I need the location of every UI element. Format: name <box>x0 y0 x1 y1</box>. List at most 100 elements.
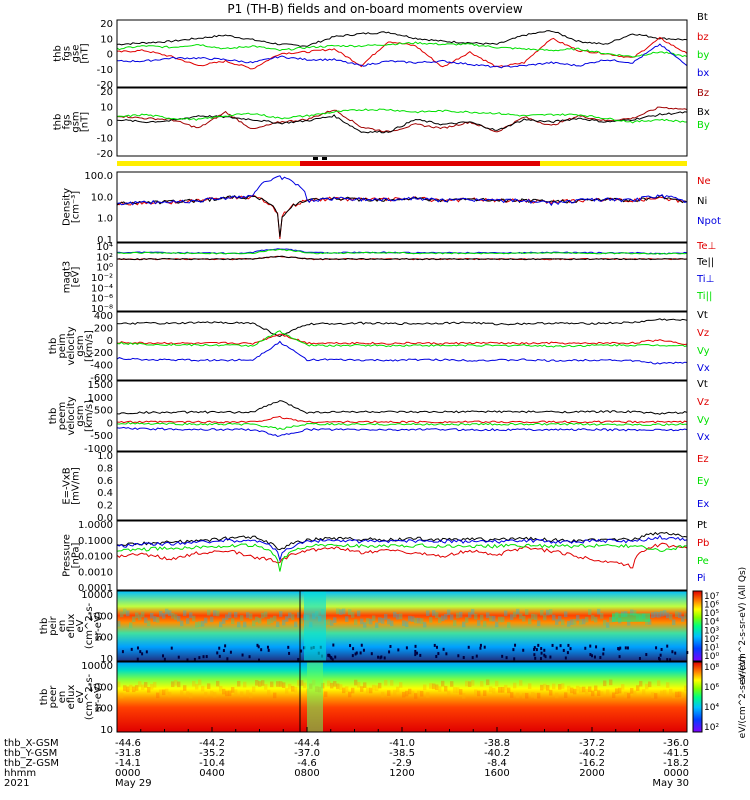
spectrogram-cell <box>465 617 469 623</box>
spectrogram-cell <box>156 692 160 699</box>
spectrogram-cell <box>396 613 400 620</box>
spectrogram-noise <box>359 651 362 655</box>
spectrogram-noise <box>445 652 448 656</box>
colorbar-tick: 10² <box>704 723 719 733</box>
xtick-label: 1200 <box>389 768 414 779</box>
spectrogram-cell <box>345 686 349 692</box>
spectrogram-cell <box>672 692 676 699</box>
spectrogram-cell <box>222 618 226 624</box>
ytick-label: 10 <box>100 103 113 114</box>
spectrogram-cell <box>612 692 616 699</box>
spectrogram-cell <box>456 687 460 693</box>
spectrogram-cell <box>651 612 655 618</box>
series-line-8-2 <box>116 543 688 572</box>
ylabel-9-0: thb <box>39 618 50 635</box>
ytick-label: 1000 <box>88 611 113 622</box>
xtick-label: 1600 <box>484 768 509 779</box>
spectrogram-cell <box>294 621 298 628</box>
ylabel-9-4: eV <box>75 619 86 632</box>
ylabel-10-6: sr-eV) <box>93 682 104 711</box>
spectrogram-cell <box>615 688 619 695</box>
spectrogram-cell <box>237 680 241 687</box>
spectrogram-noise <box>669 658 672 662</box>
spectrogram-cell <box>270 617 274 624</box>
ytick-label: -20 <box>97 80 113 91</box>
spectrogram-cell <box>144 617 148 624</box>
spectrogram-noise <box>163 657 166 661</box>
spectrogram-noise <box>566 651 569 655</box>
spectrogram-noise <box>218 646 221 650</box>
spectrogram-cell <box>204 617 208 624</box>
ytick-label: 10⁴ <box>96 242 113 253</box>
spectrogram-noise <box>602 647 605 651</box>
spectrogram-cell <box>435 684 439 691</box>
spectrogram-cell <box>387 690 391 696</box>
panel-8: Pressure[nPa] 1.0000 0.1000 0.0100 0.0010 0.0… <box>62 520 710 594</box>
ytick-label: 100 <box>94 704 113 715</box>
spectrogram-feature <box>612 613 650 622</box>
colorbar-tick: 10¹ <box>704 643 719 653</box>
ytick-label: 0.6 <box>97 476 113 487</box>
spectrogram-cell <box>645 683 649 690</box>
spectrogram-cell <box>339 684 343 690</box>
spectrogram-cell <box>363 622 367 628</box>
legend-2-1: Bx <box>697 107 710 118</box>
spectrogram-noise <box>145 650 148 654</box>
legend-2-0: Bz <box>697 88 709 99</box>
spectrogram-noise <box>226 657 229 661</box>
series-line-5-0 <box>116 318 688 337</box>
ytick-label: 20 <box>100 19 113 30</box>
spectrogram-cell <box>288 683 292 690</box>
spectrogram-cell <box>222 688 226 695</box>
spectrogram-gap <box>307 662 323 732</box>
spectrogram-cell <box>354 679 358 686</box>
spectrogram-cell <box>591 690 595 697</box>
spectrogram-cell <box>240 691 244 698</box>
spectrogram-cell <box>471 680 475 686</box>
legend-6-2: Vy <box>697 415 710 426</box>
spectrogram-cell <box>255 616 259 623</box>
spectrogram-noise <box>645 653 648 657</box>
spectrogram-cell <box>366 618 370 624</box>
spectrogram-cell <box>663 689 667 696</box>
spectrogram-cell <box>549 689 553 696</box>
xtick-label: -40.2 <box>484 748 510 759</box>
spectrogram-noise <box>193 657 196 661</box>
spectrogram-noise <box>177 655 180 659</box>
series-line-5-2 <box>116 330 688 348</box>
plot-area <box>117 521 687 590</box>
ylabel-5-1: peim <box>57 333 68 358</box>
ylabel-2-0: thb <box>53 114 64 131</box>
spectrogram-cell <box>486 679 490 686</box>
xtick-label: -35.2 <box>199 748 225 759</box>
spectrogram-cell <box>300 618 304 624</box>
xtick-label: -41.0 <box>389 738 415 749</box>
spectrogram-cell <box>666 612 670 619</box>
ytick-label: 1500 <box>88 380 113 391</box>
spectrogram-cell <box>585 616 589 623</box>
ytick-label: -600 <box>90 373 113 384</box>
spectrogram-cell <box>231 618 235 624</box>
legend-1-0: Bt <box>697 12 708 23</box>
spectrogram-cell <box>282 682 286 688</box>
spectrogram-noise <box>674 651 677 655</box>
spectrogram-noise <box>377 655 380 659</box>
spectrogram-cell <box>441 680 445 687</box>
ylabel-10-4: eV <box>75 690 86 703</box>
spectrogram-noise <box>248 655 251 659</box>
series-line-8-0 <box>116 531 688 551</box>
spectrogram-cell <box>648 619 652 625</box>
spectrogram-cell <box>624 691 628 698</box>
spectrogram-cell <box>540 609 544 616</box>
spectrogram-noise <box>351 654 354 658</box>
xtick-label: -41.5 <box>663 748 689 759</box>
spectrogram-cell <box>468 681 472 687</box>
ylabel-5-3: gsm <box>75 335 86 356</box>
spectrogram-cell <box>183 685 187 691</box>
spectrogram-cell <box>372 615 376 622</box>
spectrogram-cell <box>117 620 121 627</box>
spectrogram-cell <box>609 679 613 686</box>
panel-7: E=-VxB[mV/m] 1.00.8 0.60.4 0.20.0 Ez Ey Ex <box>62 451 710 524</box>
colorbar-tick: 10⁴ <box>704 618 719 628</box>
spectrogram-cell <box>294 686 298 693</box>
